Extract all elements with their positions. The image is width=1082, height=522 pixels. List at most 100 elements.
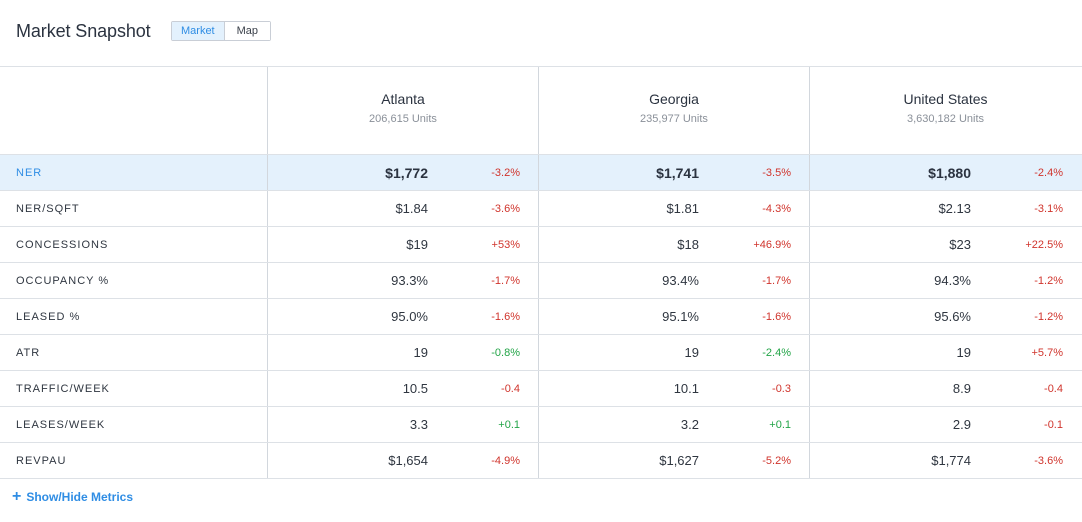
metric-cell: 8.9 -0.4 — [810, 371, 1081, 406]
metric-change: -5.2% — [762, 455, 791, 467]
metric-change: -4.3% — [762, 203, 791, 215]
metric-value: $19 — [406, 237, 428, 252]
metric-cell: 10.1 -0.3 — [539, 371, 810, 406]
table-row[interactable]: ATR 19 -0.8% 19 -2.4% 19 +5.7% — [0, 335, 1082, 371]
column-name: Atlanta — [381, 91, 425, 107]
metric-cell: $18 +46.9% — [539, 227, 810, 262]
toggle-market-button[interactable]: Market — [172, 22, 225, 40]
metric-label-cell: CONCESSIONS — [0, 227, 268, 262]
metric-change: -0.4 — [501, 383, 520, 395]
table-row[interactable]: NER/SQFT $1.84 -3.6% $1.81 -4.3% $2.13 -3.1% — [0, 191, 1082, 227]
metric-label-cell: REVPAU — [0, 443, 268, 478]
column-units: 3,630,182 Units — [906, 113, 985, 125]
metric-value: $1.81 — [666, 201, 699, 216]
metric-label-cell: NER — [0, 155, 268, 190]
metric-cell: $1.84 -3.6% — [268, 191, 539, 226]
metric-change: -3.1% — [1034, 203, 1063, 215]
metric-cell: $1,654 -4.9% — [268, 443, 539, 478]
metric-value: 19 — [956, 345, 971, 360]
metric-change: +53% — [491, 239, 520, 251]
metric-change: -1.2% — [1034, 311, 1063, 323]
column-header-georgia: Georgia 235,977 Units — [539, 67, 810, 154]
metric-cell: $1,627 -5.2% — [539, 443, 810, 478]
metric-value: $18 — [677, 237, 699, 252]
metric-cell: 3.2 +0.1 — [539, 407, 810, 442]
metric-value: 19 — [413, 345, 428, 360]
metric-change: +5.7% — [1031, 347, 1064, 359]
column-units: 206,615 Units — [369, 113, 437, 125]
metric-cell: $19 +53% — [268, 227, 539, 262]
metric-cell: 10.5 -0.4 — [268, 371, 539, 406]
metric-change: -2.4% — [762, 347, 791, 359]
metric-cell: 95.6% -1.2% — [810, 299, 1081, 334]
market-snapshot-table: Atlanta 206,615 Units Georgia 235,977 Un… — [0, 66, 1082, 479]
metric-change: -0.4 — [1044, 383, 1063, 395]
table-header-row: Atlanta 206,615 Units Georgia 235,977 Un… — [0, 67, 1082, 155]
metric-value: $1.84 — [395, 201, 428, 216]
table-row: NER $1,772 -3.2% $1,741 -3.5% $1,880 -2.4% — [0, 155, 1082, 191]
metric-value: $1,772 — [385, 165, 428, 181]
metric-label: CONCESSIONS — [16, 239, 109, 251]
view-toggle: Market Map — [171, 21, 272, 41]
metric-value: 19 — [684, 345, 699, 360]
metric-cell: 19 -0.8% — [268, 335, 539, 370]
metric-value: 94.3% — [934, 273, 971, 288]
metric-value: $1,880 — [928, 165, 971, 181]
metric-change: -3.6% — [1034, 455, 1063, 467]
metric-value: $23 — [949, 237, 971, 252]
metric-value: 10.5 — [402, 381, 428, 396]
metric-value: 95.0% — [391, 309, 428, 324]
metric-value: 93.4% — [662, 273, 699, 288]
metric-cell: 2.9 -0.1 — [810, 407, 1081, 442]
metric-cell: 19 -2.4% — [539, 335, 810, 370]
table-row[interactable]: LEASED % 95.0% -1.6% 95.1% -1.6% 95.6% -1.2% — [0, 299, 1082, 335]
table-row[interactable]: LEASES/WEEK 3.3 +0.1 3.2 +0.1 2.9 -0.1 — [0, 407, 1082, 443]
metric-value: 8.9 — [952, 381, 971, 396]
table-row[interactable]: TRAFFIC/WEEK 10.5 -0.4 10.1 -0.3 8.9 -0.4 — [0, 371, 1082, 407]
metric-label: TRAFFIC/WEEK — [16, 383, 110, 395]
page-header: Market Snapshot Market Map — [0, 0, 1082, 66]
metric-cell: $23 +22.5% — [810, 227, 1081, 262]
metric-label-cell: LEASED % — [0, 299, 268, 334]
metric-change: -1.6% — [491, 311, 520, 323]
metric-label-cell: ATR — [0, 335, 268, 370]
metric-change: -4.9% — [491, 455, 520, 467]
metric-change: +0.1 — [498, 419, 520, 431]
metric-change: +0.1 — [769, 419, 791, 431]
table-row[interactable]: CONCESSIONS $19 +53% $18 +46.9% $23 +22.5% — [0, 227, 1082, 263]
metric-cell: 93.4% -1.7% — [539, 263, 810, 298]
header-label-cell — [0, 67, 268, 154]
metric-value: 3.3 — [409, 417, 428, 432]
metric-label: NER/SQFT — [16, 203, 80, 215]
metric-change: -0.8% — [491, 347, 520, 359]
metric-value: 10.1 — [673, 381, 699, 396]
show-hide-metrics-label: Show/Hide Metrics — [26, 490, 134, 504]
metric-value: 95.6% — [934, 309, 971, 324]
metric-cell: 95.1% -1.6% — [539, 299, 810, 334]
table-row[interactable]: REVPAU $1,654 -4.9% $1,627 -5.2% $1,774 -3.6% — [0, 443, 1082, 479]
metric-change: -2.4% — [1034, 167, 1063, 179]
metric-change: -0.1 — [1044, 419, 1063, 431]
column-name: United States — [903, 91, 988, 107]
metric-cell: $1.81 -4.3% — [539, 191, 810, 226]
metric-cell: 95.0% -1.6% — [268, 299, 539, 334]
show-hide-metrics-button[interactable]: + Show/Hide Metrics — [12, 487, 133, 507]
metric-label-cell: OCCUPANCY % — [0, 263, 268, 298]
metric-label: OCCUPANCY % — [16, 275, 110, 287]
column-units: 235,977 Units — [640, 113, 708, 125]
column-name: Georgia — [649, 91, 699, 107]
metric-change: -1.7% — [762, 275, 791, 287]
toggle-map-button[interactable]: Map — [224, 22, 271, 40]
metric-label-cell: TRAFFIC/WEEK — [0, 371, 268, 406]
column-header-atlanta: Atlanta 206,615 Units — [268, 67, 539, 154]
metric-label: NER — [16, 167, 43, 179]
metric-value: $1,654 — [388, 453, 428, 468]
metric-change: -3.6% — [491, 203, 520, 215]
table-body: NER $1,772 -3.2% $1,741 -3.5% $1,880 -2.4% NER/… — [0, 155, 1082, 479]
metric-label: LEASED % — [16, 311, 81, 323]
metric-cell: $1,741 -3.5% — [539, 155, 810, 190]
metric-change: -1.6% — [762, 311, 791, 323]
table-row[interactable]: OCCUPANCY % 93.3% -1.7% 93.4% -1.7% 94.3% -1.2… — [0, 263, 1082, 299]
metric-label-cell: LEASES/WEEK — [0, 407, 268, 442]
metric-cell: 94.3% -1.2% — [810, 263, 1081, 298]
